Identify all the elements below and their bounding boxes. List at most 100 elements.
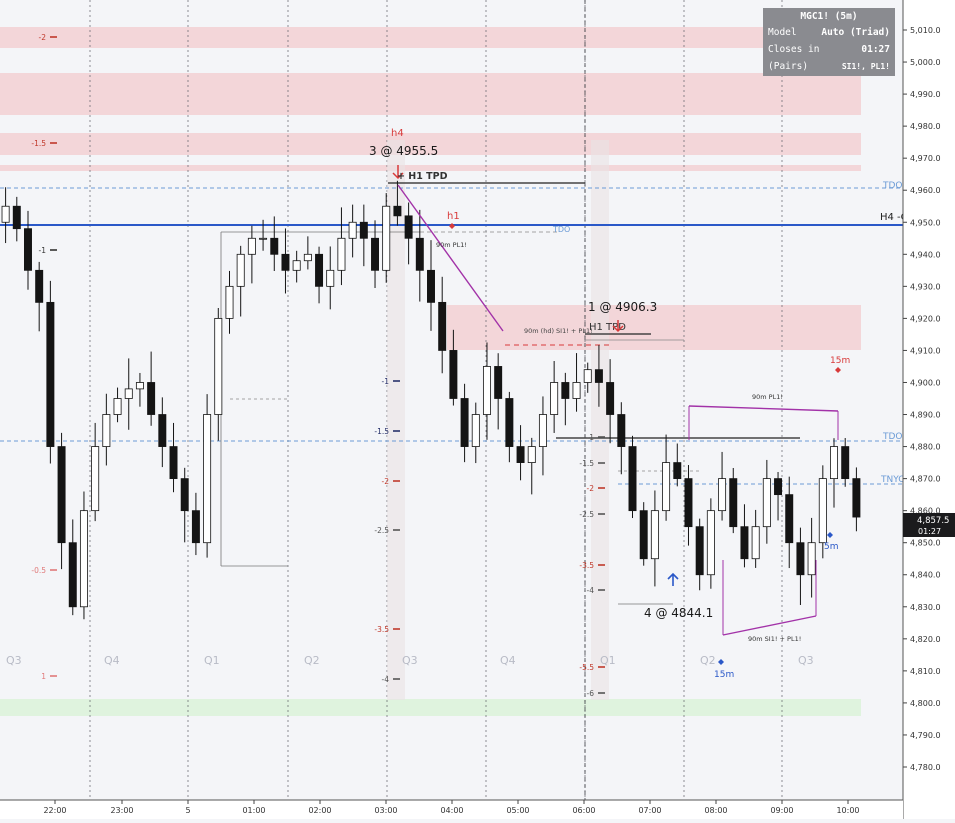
candle-body [225, 285, 234, 319]
deviation-label: -2 [39, 33, 47, 42]
time-tick-label: 03:00 [374, 806, 397, 815]
panel-value: SI1!, PL1! [841, 62, 890, 71]
time-tick-label: 23:00 [110, 806, 133, 815]
timeframe-label: 15m [830, 356, 850, 366]
candle-body [505, 398, 514, 447]
candle-body [550, 382, 559, 415]
supply-zone [447, 305, 861, 350]
candle-body [382, 205, 391, 271]
price-tick-label: 4,990.0 [910, 90, 941, 99]
diamond-marker-icon [827, 532, 833, 538]
deviation-label: -2 [382, 477, 390, 486]
time-tick-label: 22:00 [43, 806, 66, 815]
price-tick-label: 4,850.0 [910, 539, 941, 548]
candle-body [449, 350, 458, 399]
deviation-label: -2.5 [374, 526, 389, 535]
deviation-label: -1.5 [579, 459, 594, 468]
time-tick-label: 08:00 [704, 806, 727, 815]
deviation-label: -6 [587, 689, 595, 698]
quarter-label: Q4 [500, 654, 516, 667]
entry-label: 4 @ 4844.1 [644, 606, 713, 620]
candle-body [191, 510, 200, 544]
time-tick-label: 01:00 [242, 806, 265, 815]
price-axis [903, 0, 955, 819]
divergence-label: 90m SI1! + PL1! [748, 635, 801, 643]
candle-body [628, 446, 637, 512]
divergence-label: 90m PL1! [752, 393, 783, 401]
candle-body [852, 478, 861, 518]
deviation-label: -1 [587, 433, 595, 442]
time-tick-label: 10:00 [836, 806, 859, 815]
price-tick-label: 4,790.0 [910, 731, 941, 740]
deviation-label: 1 [41, 672, 46, 681]
time-tick-label: 09:00 [770, 806, 793, 815]
candle-body [326, 269, 335, 287]
candle-body [695, 526, 704, 576]
deviation-label: -3.5 [374, 625, 389, 634]
symbol-info-panel: MGC1! (5m) Model Auto (Triad) Closes in … [763, 8, 895, 76]
quarter-label: Q2 [700, 654, 716, 667]
candle-body [471, 414, 480, 447]
candle-body [1, 205, 10, 223]
quarter-label: Q2 [304, 654, 320, 667]
candle-body [91, 446, 100, 512]
deviation-label: -4 [587, 586, 595, 595]
quarter-label: Q3 [6, 654, 22, 667]
time-tick-label: 04:00 [440, 806, 463, 815]
candle-body [740, 526, 749, 560]
diamond-marker-icon [718, 659, 724, 665]
candle-body [35, 269, 44, 303]
price-tick-label: 4,940.0 [910, 250, 941, 259]
h4-marker-label: h4 [391, 128, 404, 139]
candle-body [203, 414, 212, 544]
candle-body [762, 478, 771, 528]
deviation-label: -5.5 [579, 663, 594, 672]
candle-body [158, 414, 167, 447]
supply-zone [0, 73, 861, 115]
level-label: TDO [552, 225, 570, 234]
timeframe-label: 5m [824, 542, 839, 552]
candle-body [281, 253, 290, 271]
candle-body [46, 301, 55, 447]
supply-zone [0, 133, 861, 155]
candle-body [796, 542, 805, 576]
candle-body [102, 414, 111, 447]
supply-zone [0, 27, 861, 48]
candle-body [650, 510, 659, 560]
candle-body [516, 446, 525, 463]
candle-body [337, 237, 346, 271]
countdown-label: 01:27 [918, 527, 941, 536]
deviation-label: -1 [382, 377, 390, 386]
time-tick-label: 05:00 [506, 806, 529, 815]
panel-value: 01:27 [861, 44, 890, 55]
current-price-label: 4,857.5 [917, 516, 949, 526]
candle-body [460, 398, 469, 447]
quarter-label: Q1 [204, 654, 220, 667]
price-tick-label: 4,830.0 [910, 603, 941, 612]
candle-body [527, 446, 536, 463]
candle-body [393, 205, 402, 217]
candle-body [662, 462, 671, 512]
panel-key: Closes in [768, 44, 820, 55]
price-tick-label: 4,920.0 [910, 314, 941, 323]
vertical-band [591, 140, 609, 700]
time-tick-label: 5 [185, 806, 190, 815]
tpd-label: H1 TPD [589, 322, 626, 333]
candle-body [124, 388, 133, 399]
panel-key: Model [768, 27, 797, 38]
deviation-label: -2 [587, 484, 595, 493]
supply-zone [0, 165, 861, 171]
current-price-badge [903, 513, 955, 537]
candles-group [1, 180, 861, 620]
candle-body [841, 446, 850, 480]
candle-body [774, 478, 783, 496]
candle-body [785, 494, 794, 544]
smt-line [722, 615, 817, 636]
time-axis [0, 800, 903, 819]
price-tick-label: 4,970.0 [910, 154, 941, 163]
candle-body [292, 260, 301, 271]
deviation-label: -4 [382, 675, 390, 684]
candle-body [538, 414, 547, 447]
